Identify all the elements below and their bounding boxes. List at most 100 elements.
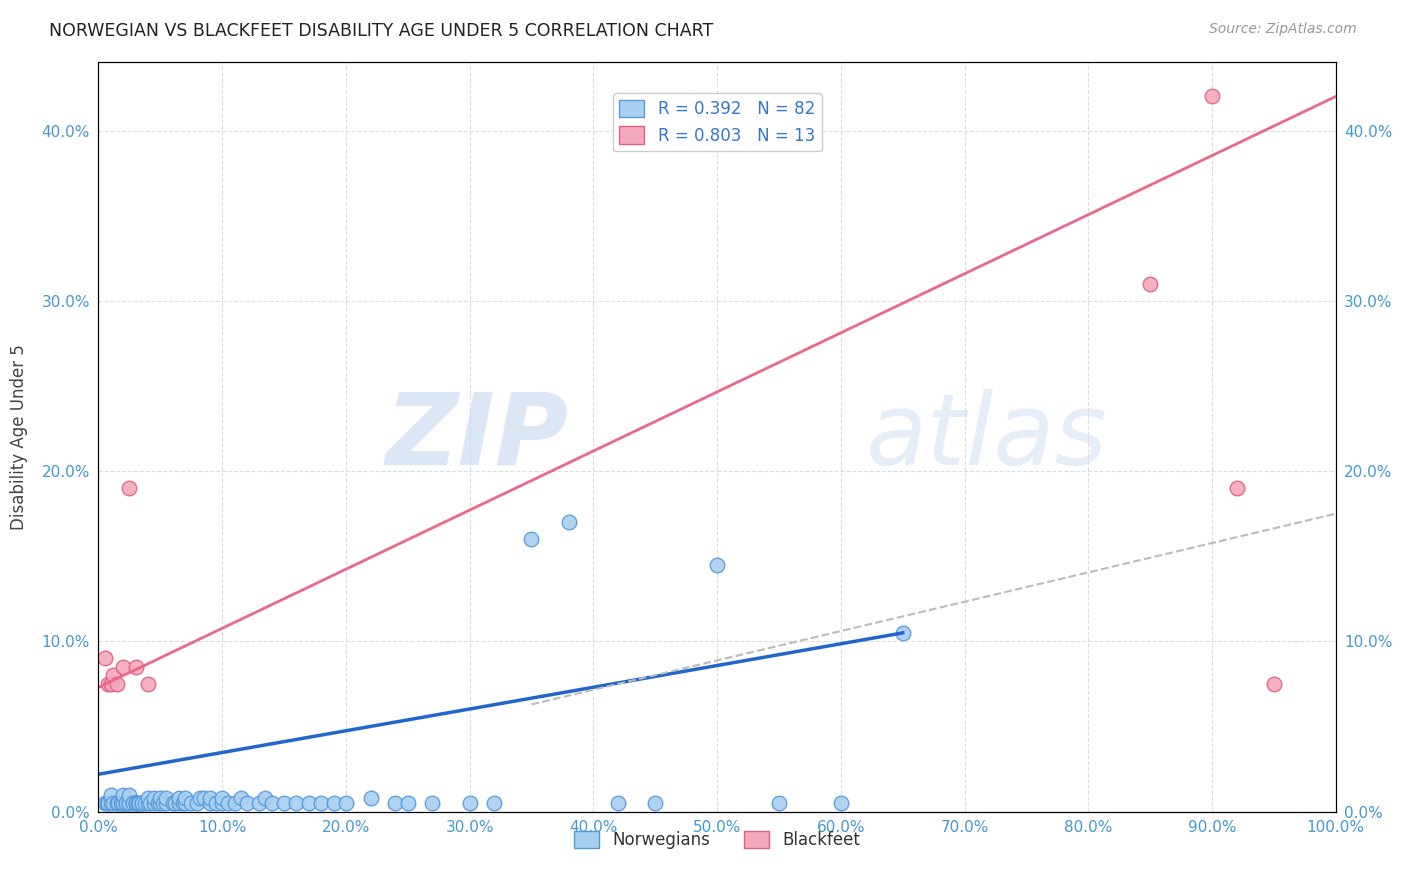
Point xyxy=(224,796,246,810)
Point xyxy=(167,796,190,810)
Point xyxy=(110,796,132,810)
Point xyxy=(607,796,630,810)
Point xyxy=(131,796,153,810)
Point xyxy=(891,626,914,640)
Point xyxy=(118,788,141,802)
Point xyxy=(103,668,125,682)
Point xyxy=(205,796,228,810)
Point xyxy=(236,796,259,810)
Point xyxy=(122,796,145,810)
Point xyxy=(124,796,146,810)
Point xyxy=(103,796,125,810)
Point xyxy=(143,791,166,805)
Point xyxy=(97,677,120,691)
Point xyxy=(1226,481,1249,495)
Point xyxy=(830,796,852,810)
Point xyxy=(162,796,184,810)
Point xyxy=(136,677,159,691)
Point xyxy=(198,791,221,805)
Point xyxy=(557,515,579,529)
Point xyxy=(139,796,162,810)
Point xyxy=(112,796,135,810)
Point xyxy=(105,796,128,810)
Point xyxy=(118,796,141,810)
Point xyxy=(149,791,172,805)
Point xyxy=(458,796,481,810)
Point xyxy=(136,791,159,805)
Point xyxy=(146,796,169,810)
Point xyxy=(149,796,172,810)
Text: ZIP: ZIP xyxy=(385,389,568,485)
Point xyxy=(298,796,321,810)
Text: atlas: atlas xyxy=(866,389,1107,485)
Point xyxy=(186,796,208,810)
Point xyxy=(260,796,283,810)
Point xyxy=(124,796,146,810)
Point xyxy=(100,788,122,802)
Point xyxy=(1263,677,1285,691)
Point xyxy=(112,660,135,674)
Point xyxy=(118,481,141,495)
Point xyxy=(105,677,128,691)
Point xyxy=(520,533,543,547)
Point xyxy=(114,796,136,810)
Point xyxy=(100,677,122,691)
Point xyxy=(93,796,115,810)
Point xyxy=(188,791,211,805)
Point xyxy=(97,796,120,810)
Text: Source: ZipAtlas.com: Source: ZipAtlas.com xyxy=(1209,22,1357,37)
Point xyxy=(127,796,149,810)
Point xyxy=(152,796,174,810)
Point xyxy=(254,791,277,805)
Point xyxy=(193,791,215,805)
Point xyxy=(360,791,382,805)
Point xyxy=(155,791,177,805)
Point xyxy=(1201,89,1223,103)
Point xyxy=(136,796,159,810)
Point xyxy=(124,660,146,674)
Point xyxy=(174,796,197,810)
Point xyxy=(128,796,150,810)
Point xyxy=(93,651,115,665)
Y-axis label: Disability Age Under 5: Disability Age Under 5 xyxy=(10,344,28,530)
Point xyxy=(165,796,187,810)
Point xyxy=(273,796,295,810)
Point xyxy=(198,796,221,810)
Point xyxy=(112,796,135,810)
Point xyxy=(217,796,239,810)
Point xyxy=(155,796,177,810)
Point xyxy=(309,796,332,810)
Point xyxy=(229,791,252,805)
Point xyxy=(1139,277,1161,291)
Point xyxy=(112,788,135,802)
Point xyxy=(644,796,666,810)
Point xyxy=(422,796,444,810)
Point xyxy=(484,796,506,810)
Point xyxy=(167,791,190,805)
Point xyxy=(384,796,406,810)
Point xyxy=(322,796,344,810)
Point xyxy=(211,796,233,810)
Point xyxy=(172,796,194,810)
Point xyxy=(124,796,146,810)
Point xyxy=(100,796,122,810)
Point xyxy=(107,796,129,810)
Point xyxy=(211,791,233,805)
Point xyxy=(396,796,419,810)
Text: NORWEGIAN VS BLACKFEET DISABILITY AGE UNDER 5 CORRELATION CHART: NORWEGIAN VS BLACKFEET DISABILITY AGE UN… xyxy=(49,22,713,40)
Point xyxy=(768,796,790,810)
Point xyxy=(247,796,270,810)
Point xyxy=(122,796,145,810)
Point xyxy=(174,791,197,805)
Point xyxy=(131,796,153,810)
Point xyxy=(134,796,156,810)
Point xyxy=(105,796,128,810)
Point xyxy=(335,796,357,810)
Point xyxy=(96,796,118,810)
Point xyxy=(706,558,728,572)
Point xyxy=(143,796,166,810)
Legend: Norwegians, Blackfeet: Norwegians, Blackfeet xyxy=(568,824,866,855)
Point xyxy=(114,796,136,810)
Point xyxy=(180,796,202,810)
Point xyxy=(118,796,141,810)
